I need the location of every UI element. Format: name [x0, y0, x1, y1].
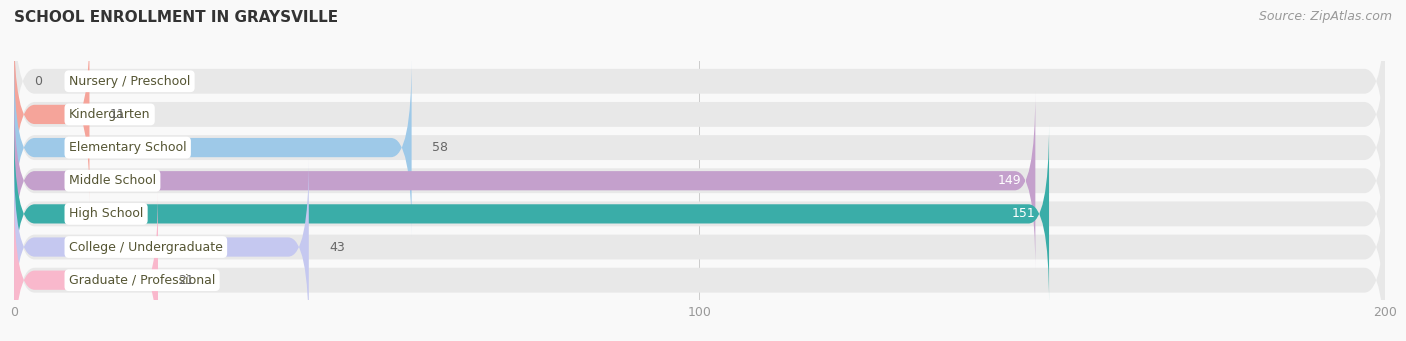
- FancyBboxPatch shape: [14, 61, 1385, 235]
- Text: Source: ZipAtlas.com: Source: ZipAtlas.com: [1258, 10, 1392, 23]
- Text: Nursery / Preschool: Nursery / Preschool: [69, 75, 190, 88]
- Text: Kindergarten: Kindergarten: [69, 108, 150, 121]
- FancyBboxPatch shape: [14, 127, 1385, 301]
- Text: High School: High School: [69, 207, 143, 220]
- FancyBboxPatch shape: [14, 27, 1385, 202]
- Text: College / Undergraduate: College / Undergraduate: [69, 240, 222, 254]
- Text: 149: 149: [998, 174, 1022, 187]
- FancyBboxPatch shape: [14, 160, 1385, 334]
- FancyBboxPatch shape: [14, 91, 1035, 270]
- FancyBboxPatch shape: [14, 0, 1385, 168]
- FancyBboxPatch shape: [14, 58, 412, 237]
- Text: 0: 0: [35, 75, 42, 88]
- Text: 43: 43: [329, 240, 344, 254]
- FancyBboxPatch shape: [14, 25, 90, 204]
- Text: Graduate / Professional: Graduate / Professional: [69, 274, 215, 287]
- Text: Middle School: Middle School: [69, 174, 156, 187]
- Text: 21: 21: [179, 274, 194, 287]
- Text: 151: 151: [1011, 207, 1035, 220]
- FancyBboxPatch shape: [14, 94, 1385, 268]
- Text: 58: 58: [432, 141, 449, 154]
- Text: Elementary School: Elementary School: [69, 141, 187, 154]
- FancyBboxPatch shape: [14, 124, 1049, 304]
- FancyBboxPatch shape: [14, 157, 309, 337]
- Text: 11: 11: [110, 108, 125, 121]
- FancyBboxPatch shape: [14, 190, 157, 341]
- Text: SCHOOL ENROLLMENT IN GRAYSVILLE: SCHOOL ENROLLMENT IN GRAYSVILLE: [14, 10, 339, 25]
- FancyBboxPatch shape: [14, 193, 1385, 341]
